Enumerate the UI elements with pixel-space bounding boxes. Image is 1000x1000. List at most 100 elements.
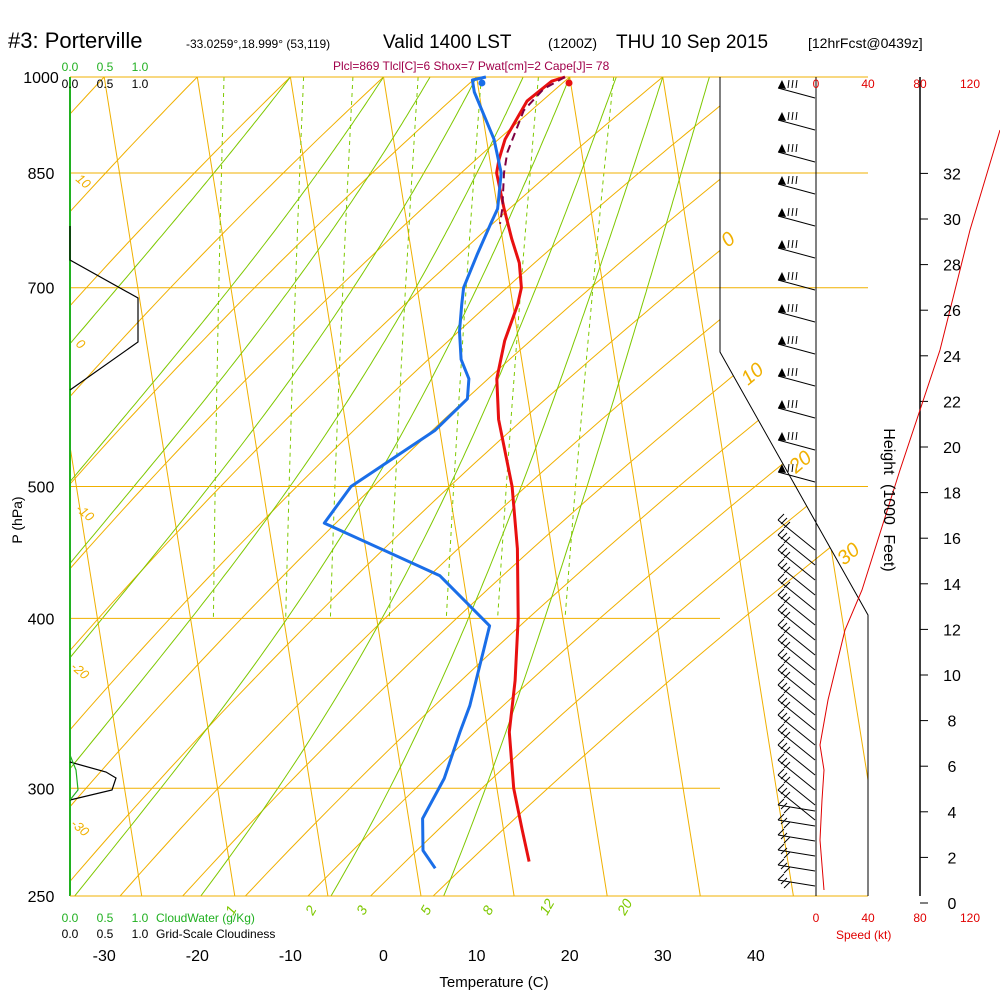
wind-barb-staff: [777, 639, 816, 671]
wind-barb-feather: [780, 562, 788, 570]
wind-barb-feather: [787, 79, 790, 89]
wind-barb-feather: [791, 207, 794, 217]
wind-barb-feather: [783, 686, 791, 694]
wind-barb-feather: [777, 858, 785, 866]
wind-barb-feather: [791, 175, 794, 185]
wind-barb: [777, 678, 816, 716]
pressure-tick-label: 700: [28, 281, 55, 298]
valid-time: Valid 1400 LST: [383, 32, 512, 53]
wind-barb-feather: [777, 678, 785, 686]
height-tick-label: 8: [948, 714, 957, 731]
wind-barb-staff: [777, 789, 816, 821]
wind-barb-feather: [791, 367, 794, 377]
wind-barb-feather: [780, 757, 788, 765]
wind-barb-feather: [777, 813, 785, 821]
wind-barb: [777, 783, 816, 821]
wind-barb-flag: [778, 144, 786, 153]
wind-barb-feather: [777, 543, 785, 551]
wind-barb-feather: [783, 641, 791, 649]
parcel-profile: [499, 76, 566, 224]
pressure-tick-label: 300: [28, 781, 55, 798]
mixing-ratio-line: [388, 77, 419, 619]
wind-barb-feather: [777, 828, 785, 836]
wind-barb-staff: [777, 279, 816, 291]
wind-barb-feather: [787, 271, 790, 281]
wind-speed-profile: [819, 129, 1000, 891]
wind-barb-feather: [783, 521, 791, 529]
temperature-tick-label: -30: [93, 948, 116, 965]
wind-barb-feather: [783, 851, 791, 859]
wind-barb-feather: [777, 558, 785, 566]
y-axis-title: P (hPa): [9, 496, 25, 543]
wind-barb-feather: [783, 866, 791, 874]
wind-barb-flag: [778, 240, 786, 249]
wind-barb: [777, 753, 816, 791]
wind-barb-feather: [777, 588, 785, 596]
wind-barb-feather: [783, 776, 791, 784]
wind-barb: [777, 399, 816, 419]
moist-adiabat-line: [70, 77, 431, 896]
wind-barb-feather: [795, 367, 798, 377]
wind-barb-feather: [777, 528, 785, 536]
moist-adiabat-label: 30: [833, 539, 864, 570]
cloudwater-label: CloudWater (g/Kg): [156, 911, 255, 925]
wind-barb-feather: [780, 787, 788, 795]
surface-temperature-dot: [565, 79, 573, 87]
wind-barb-feather: [787, 143, 790, 153]
wind-barb: [777, 513, 816, 551]
dry-adiabat-label: -30: [68, 816, 93, 840]
wind-barb-flag: [778, 400, 786, 409]
wind-barb-feather: [795, 335, 798, 345]
speed-top-tick: 0: [813, 77, 820, 91]
dry-adiabat-label: -10: [73, 501, 98, 525]
dry-adiabat-line: [70, 77, 198, 896]
wind-barb-feather: [780, 607, 788, 615]
wind-barb-feather: [780, 847, 788, 855]
wind-barb-feather: [780, 697, 788, 705]
dewpoint-profile: [322, 75, 503, 870]
wind-barb-staff: [777, 774, 816, 806]
speed-top-tick: 40: [861, 77, 875, 91]
cloudiness-top-tick: 0.5: [97, 77, 114, 91]
temperature-tick-label: 20: [561, 948, 579, 965]
mixing-ratio-label: 20: [613, 896, 635, 919]
height-tick-label: 10: [943, 668, 961, 685]
wind-barb: [777, 175, 816, 195]
wind-barb-staff: [777, 407, 816, 419]
speed-bottom-tick: 80: [913, 911, 927, 925]
wind-barb-feather: [780, 652, 788, 660]
wind-barb-feather: [783, 656, 791, 664]
wind-barb: [777, 588, 816, 626]
mixing-ratio-line: [445, 77, 482, 619]
pressure-tick-label: 500: [28, 480, 55, 497]
wind-barb-feather: [795, 175, 798, 185]
speed-axis-title: Speed (kt): [836, 928, 891, 942]
height-axis-title: Height (1000 Feet): [880, 428, 897, 571]
wind-barb-feather: [777, 633, 785, 641]
wind-barb: [777, 708, 816, 746]
wind-barb-feather: [787, 111, 790, 121]
wind-barb: [777, 271, 816, 291]
temperature-tick-label: 0: [379, 948, 388, 965]
wind-barb-feather: [780, 577, 788, 585]
wind-barb-feather: [787, 431, 790, 441]
wind-barb: [777, 603, 816, 641]
wind-barb: [777, 633, 816, 671]
wind-barb-feather: [780, 817, 788, 825]
wind-barb-feather: [783, 791, 791, 799]
wind-barb: [777, 79, 816, 99]
height-tick-label: 26: [943, 303, 961, 320]
wind-barb-staff: [777, 183, 816, 195]
mixing-ratio-label: 8: [479, 903, 497, 918]
valid-date: THU 10 Sep 2015: [616, 32, 768, 53]
wind-barb-staff: [777, 549, 816, 581]
wind-barb-flag: [778, 304, 786, 313]
cloudwater-top-tick: 0.0: [62, 60, 79, 74]
wind-barb-flag: [778, 176, 786, 185]
cloudiness-profile-upper: [69, 226, 139, 391]
wind-barb-staff: [777, 669, 816, 701]
wind-barb-feather: [780, 517, 788, 525]
wind-barb: [777, 528, 816, 566]
moist-adiabat-label: 20: [784, 447, 816, 479]
